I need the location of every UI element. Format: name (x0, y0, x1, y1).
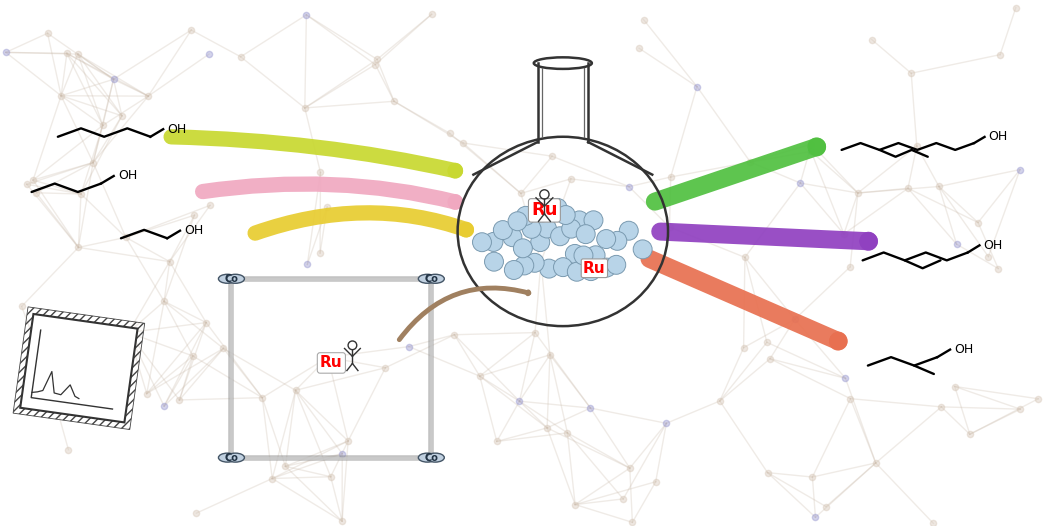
Text: OH: OH (988, 130, 1007, 144)
Circle shape (513, 239, 532, 258)
Circle shape (508, 212, 527, 231)
Circle shape (582, 261, 601, 280)
Circle shape (550, 227, 569, 246)
Circle shape (522, 219, 541, 238)
Circle shape (525, 254, 544, 272)
Text: Ru: Ru (320, 356, 343, 370)
Ellipse shape (426, 453, 444, 462)
Circle shape (485, 252, 504, 271)
Circle shape (540, 259, 559, 278)
Text: Ru: Ru (583, 261, 606, 276)
Text: Co: Co (424, 452, 439, 463)
Circle shape (598, 258, 616, 277)
Circle shape (538, 219, 557, 238)
Circle shape (584, 211, 603, 230)
Circle shape (553, 258, 572, 277)
Circle shape (472, 232, 491, 251)
Circle shape (574, 246, 593, 265)
Circle shape (633, 240, 652, 259)
Text: OH: OH (167, 123, 186, 136)
Circle shape (586, 246, 605, 265)
Circle shape (607, 255, 626, 274)
Ellipse shape (426, 274, 444, 284)
FancyArrowPatch shape (661, 231, 869, 242)
FancyArrowPatch shape (649, 259, 838, 341)
Ellipse shape (219, 453, 237, 462)
Circle shape (557, 206, 575, 225)
FancyArrowPatch shape (400, 288, 529, 340)
Circle shape (504, 260, 523, 279)
Circle shape (548, 198, 567, 217)
Text: OH: OH (984, 239, 1003, 252)
Circle shape (532, 203, 551, 222)
Circle shape (493, 220, 512, 239)
Circle shape (620, 221, 639, 240)
Bar (20, 314, 138, 422)
Circle shape (570, 211, 589, 230)
Ellipse shape (226, 453, 244, 462)
Circle shape (576, 225, 595, 244)
Text: Ru: Ru (531, 201, 558, 219)
Circle shape (567, 262, 586, 281)
Text: Co: Co (224, 452, 239, 463)
Text: Co: Co (424, 274, 439, 284)
Text: OH: OH (184, 224, 203, 237)
Circle shape (514, 256, 533, 275)
Circle shape (562, 219, 581, 238)
Ellipse shape (219, 274, 237, 284)
Circle shape (531, 232, 550, 251)
FancyArrowPatch shape (171, 137, 456, 171)
Circle shape (565, 245, 584, 264)
Ellipse shape (226, 274, 244, 284)
Text: OH: OH (954, 343, 973, 356)
Text: Co: Co (224, 274, 239, 284)
Circle shape (608, 231, 627, 250)
Ellipse shape (419, 274, 437, 284)
Circle shape (596, 229, 615, 248)
Circle shape (503, 228, 522, 247)
Circle shape (484, 232, 503, 251)
FancyArrowPatch shape (655, 146, 817, 201)
Circle shape (517, 206, 535, 225)
Ellipse shape (419, 453, 437, 462)
Bar (13, 307, 145, 430)
FancyArrowPatch shape (255, 213, 466, 233)
FancyArrowPatch shape (203, 184, 456, 203)
Text: OH: OH (118, 169, 137, 183)
